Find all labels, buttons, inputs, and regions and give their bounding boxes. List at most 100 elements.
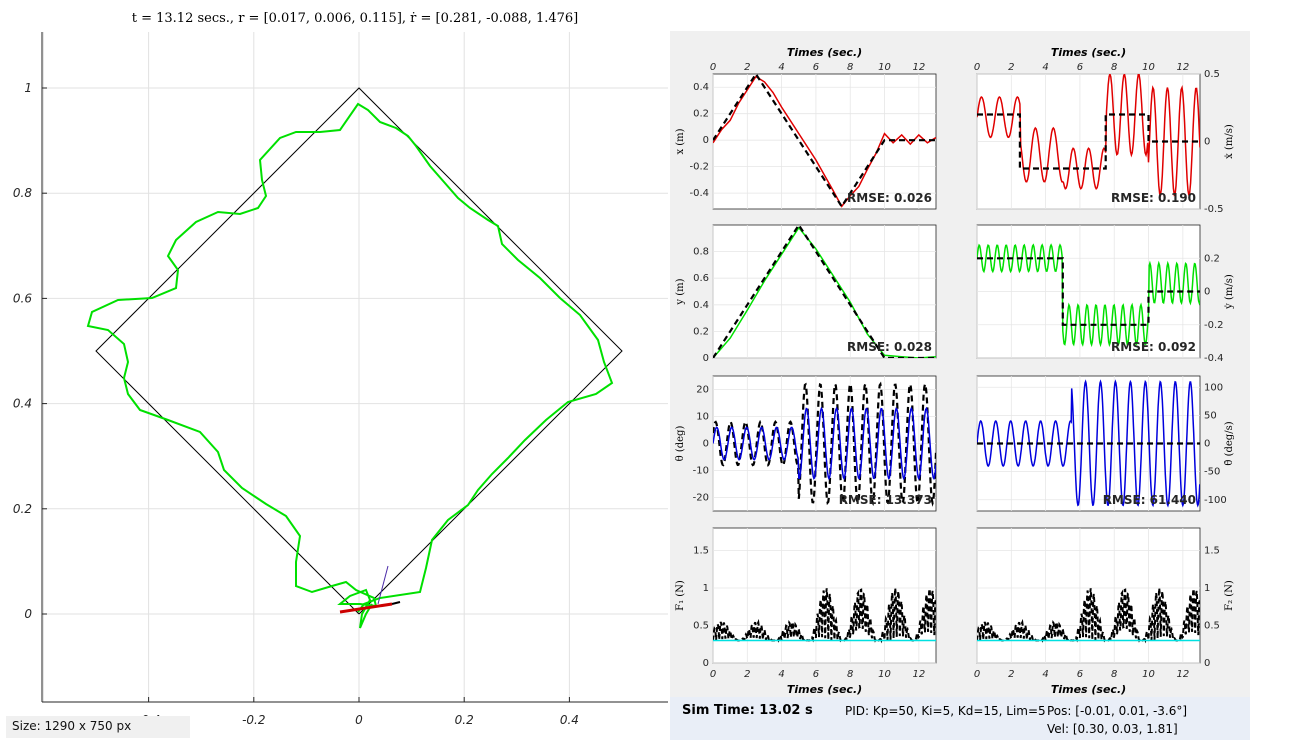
- subplot-ydot: -0.4 -0.2 0 0.2 ẏ (m/s) RMSE: 0.092: [976, 224, 1235, 364]
- y-axis-title: F₂ (N): [1224, 580, 1235, 611]
- y-axis-title: θ (deg): [675, 426, 686, 462]
- plot-area: [977, 243, 1200, 348]
- subplot-y: 0 0.2 0.4 0.6 0.8 y (m) RMSE: 0.028: [675, 224, 937, 364]
- x-tick-label: 12: [912, 62, 925, 73]
- y-tick-label: 0: [703, 658, 709, 669]
- y-tick-label: 10: [696, 412, 709, 423]
- subplot-frame: [712, 73, 937, 210]
- y-tick-label: -0.5: [1204, 204, 1224, 215]
- x-tick-label: 12: [912, 669, 925, 680]
- thrust-vector: [377, 565, 389, 605]
- y-tick-label: -0.4: [1204, 353, 1224, 364]
- subplot-theta: -20 -10 0 10 20 θ (deg) RMSE: 13.373: [675, 375, 937, 512]
- x-tick-label: 12: [1176, 669, 1189, 680]
- y-axis-title: θ̇ (deg/s): [1224, 421, 1235, 465]
- y-tick-label: -20: [693, 493, 709, 504]
- reference-series: [713, 380, 936, 507]
- x-tick-label: 2: [744, 62, 750, 73]
- force-series: [713, 588, 936, 644]
- sim-time: Sim Time: 13.02 s: [682, 703, 813, 718]
- y-tick-label: 1: [24, 81, 32, 95]
- y-tick-label: 0.5: [693, 621, 709, 632]
- x-tick-label: 10: [878, 669, 891, 680]
- y-tick-label: 0: [1204, 287, 1210, 298]
- x-axis-title: Times (sec.): [787, 46, 862, 59]
- y-axis-title: F₁ (N): [675, 580, 686, 611]
- size-label: Size: 1290 x 750 px: [6, 716, 190, 738]
- y-tick-label: 0.8: [693, 247, 709, 258]
- subplot-thetadot: -100 -50 0 50 100 θ̇ (deg/s) RMSE: 61.440: [976, 375, 1235, 512]
- x-tick-label: 0: [355, 713, 363, 727]
- reference-series: [713, 74, 936, 209]
- rmse-label: RMSE: 13.373: [839, 493, 932, 507]
- y-tick-label: -0.2: [1204, 320, 1224, 331]
- y-tick-label: 1.5: [693, 546, 709, 557]
- plot-area: [977, 588, 1200, 644]
- y-tick-label: 0.5: [1204, 621, 1220, 632]
- x-tick-label: 6: [813, 669, 819, 680]
- x-tick-label: 2: [1008, 669, 1014, 680]
- x-tick-label: 6: [1077, 62, 1083, 73]
- actual-series: [713, 75, 936, 208]
- y-tick-label: 0: [1204, 137, 1210, 148]
- x-tick-label: 4: [1042, 669, 1048, 680]
- y-tick-label: 0: [1204, 658, 1210, 669]
- x-tick-label: 4: [1042, 62, 1048, 73]
- y-tick-label: 0.6: [693, 273, 709, 284]
- y-tick-label: 0.5: [1204, 69, 1220, 80]
- x-tick-label: 2: [744, 669, 750, 680]
- plot-area: [713, 588, 936, 644]
- subplot-F1: 0 0.5 1 1.5 0 2 4 6 8 10 12 Times (sec.) F₁ (N): [675, 527, 937, 696]
- y-tick-label: 50: [1204, 410, 1217, 421]
- y-axis-title: ẏ (m/s): [1224, 274, 1235, 310]
- rmse-label: RMSE: 0.092: [1111, 340, 1196, 354]
- subplot-frame: [712, 224, 937, 359]
- y-tick-label: 0: [703, 353, 709, 364]
- y-tick-label: -0.2: [689, 162, 709, 173]
- y-tick-label: 0: [1204, 439, 1210, 450]
- position-readout: Pos: [-0.01, 0.01, -3.6°]: [1047, 704, 1188, 718]
- actual-series: [713, 406, 936, 481]
- x-tick-label: 10: [1142, 62, 1155, 73]
- status-bar: Sim Time: 13.02 s PID: Kp=50, Ki=5, Kd=1…: [670, 697, 1250, 740]
- y-tick-label: 0: [24, 607, 32, 621]
- y-tick-label: -10: [693, 466, 709, 477]
- x-tick-label: 0: [974, 669, 980, 680]
- actual-series: [977, 74, 1200, 197]
- actual-series: [977, 379, 1200, 508]
- x-tick-label: 0: [974, 62, 980, 73]
- x-tick-label: 10: [878, 62, 891, 73]
- y-tick-label: 0.4: [13, 397, 32, 411]
- y-tick-label: 0.6: [13, 291, 32, 305]
- subplot-frame: [712, 527, 937, 664]
- x-tick-label: 8: [1111, 62, 1117, 73]
- y-tick-label: 0: [703, 135, 709, 146]
- x-axis-title: Times (sec.): [1051, 683, 1126, 696]
- trajectory-title: t = 13.12 secs., r = [0.017, 0.006, 0.11…: [132, 11, 579, 26]
- y-axis-title: ẋ (m/s): [1224, 124, 1235, 159]
- subplot-frame: [976, 527, 1201, 664]
- x-tick-label: 10: [1142, 669, 1155, 680]
- plot-area: [713, 380, 936, 507]
- y-tick-label: -100: [1204, 495, 1227, 506]
- y-tick-label: 0.2: [1204, 253, 1220, 264]
- x-tick-label: 0: [710, 669, 716, 680]
- x-tick-label: 8: [1111, 669, 1117, 680]
- reference-series: [977, 113, 1200, 170]
- plot-area: [977, 379, 1200, 508]
- rmse-label: RMSE: 0.028: [847, 340, 932, 354]
- trajectory-grid: [42, 32, 668, 702]
- y-tick-label: 1: [1204, 583, 1210, 594]
- robot-tip: [391, 601, 401, 605]
- y-tick-label: 0.2: [693, 109, 709, 120]
- x-tick-label: 0: [710, 62, 716, 73]
- actual-series: [977, 243, 1200, 348]
- x-tick-label: 8: [847, 62, 853, 73]
- trajectory-lines: [86, 87, 623, 629]
- reference-series: [977, 257, 1200, 326]
- x-tick-label: 12: [1176, 62, 1189, 73]
- x-tick-label: 0.2: [455, 713, 474, 727]
- reference-path: [95, 87, 623, 615]
